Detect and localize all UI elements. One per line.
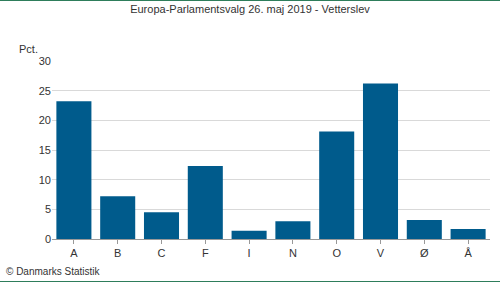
svg-text:B: B xyxy=(114,247,121,259)
svg-text:Å: Å xyxy=(464,247,472,259)
svg-text:O: O xyxy=(332,247,341,259)
svg-text:Europa-Parlamentsvalg 26. maj: Europa-Parlamentsvalg 26. maj 2019 - Vet… xyxy=(130,3,370,15)
svg-text:30: 30 xyxy=(39,55,51,67)
svg-text:Pct.: Pct. xyxy=(19,43,38,55)
svg-text:Ø: Ø xyxy=(420,247,429,259)
svg-text:I: I xyxy=(248,247,251,259)
svg-text:A: A xyxy=(70,247,78,259)
svg-text:5: 5 xyxy=(45,203,51,215)
svg-text:0: 0 xyxy=(45,233,51,245)
svg-text:© Danmarks Statistik: © Danmarks Statistik xyxy=(6,266,101,277)
svg-text:F: F xyxy=(202,247,209,259)
svg-text:20: 20 xyxy=(39,114,51,126)
svg-text:15: 15 xyxy=(39,144,51,156)
svg-text:10: 10 xyxy=(39,174,51,186)
svg-text:V: V xyxy=(377,247,385,259)
svg-text:C: C xyxy=(158,247,166,259)
svg-text:N: N xyxy=(289,247,297,259)
svg-text:25: 25 xyxy=(39,85,51,97)
